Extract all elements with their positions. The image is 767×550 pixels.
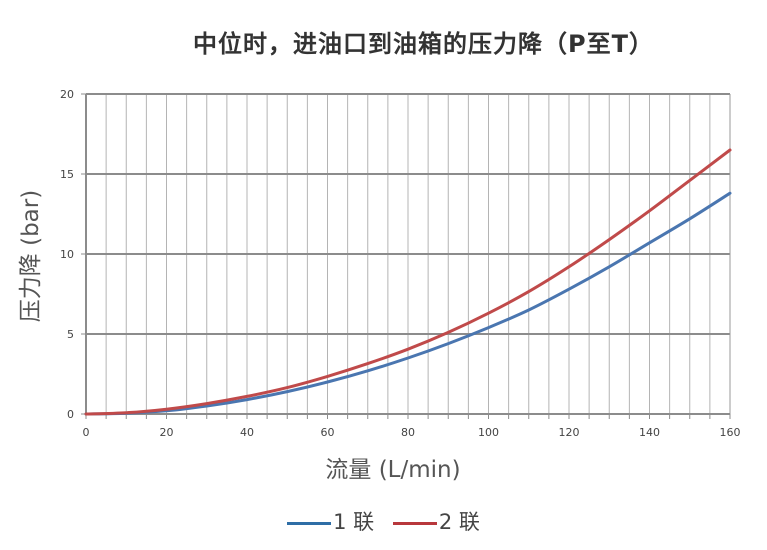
- legend-swatch-series-1: [287, 522, 332, 525]
- x-tick-label: 20: [160, 426, 174, 439]
- x-tick-label: 60: [321, 426, 335, 439]
- series-line-2: [84, 148, 732, 416]
- x-tick-label: 160: [720, 426, 741, 439]
- grid-layer: [86, 93, 730, 414]
- y-tick-label: 20: [60, 88, 74, 101]
- series-line-1: [84, 191, 732, 416]
- y-tick-label: 5: [67, 328, 74, 341]
- x-tick-label: 100: [478, 426, 499, 439]
- x-tick-label: 120: [559, 426, 580, 439]
- axes: [81, 93, 731, 419]
- x-tick-label: 80: [401, 426, 415, 439]
- x-axis-title: 流量 (L/min): [325, 457, 460, 483]
- y-tick-label: 10: [60, 248, 74, 261]
- legend-label-series-1: 1 联: [333, 510, 375, 534]
- y-axis-title: 压力降 (bar): [18, 190, 44, 322]
- legend-item-series-1: 1 联: [287, 506, 374, 536]
- y-tick-label: 0: [67, 408, 74, 421]
- x-tick-label: 0: [83, 426, 90, 439]
- series-layer: [84, 148, 732, 416]
- tick-labels: 0 5 10 15 20 0 20 40 60 80 100 120 140 160: [60, 88, 741, 439]
- legend-item-series-2: 2 联: [392, 506, 480, 536]
- x-tick-label: 40: [240, 426, 254, 439]
- legend: 1 联 2 联: [0, 506, 767, 536]
- y-tick-label: 15: [60, 168, 74, 181]
- x-tick-label: 140: [639, 426, 660, 439]
- chart-title: 中位时，进油口到油箱的压力降（P至T）: [193, 30, 654, 58]
- legend-swatch-series-2: [392, 522, 437, 525]
- legend-label-series-2: 2 联: [438, 510, 480, 534]
